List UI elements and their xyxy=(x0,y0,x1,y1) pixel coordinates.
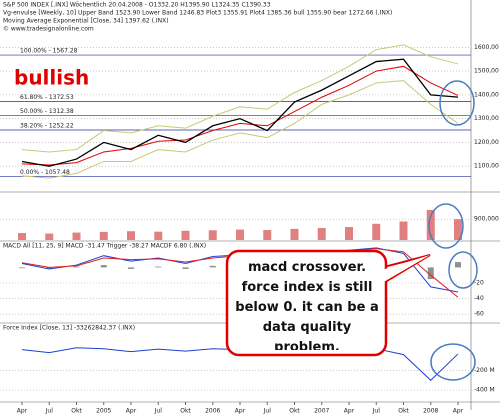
volume-bar xyxy=(317,227,326,240)
volume-bar xyxy=(426,209,435,240)
volume-bar xyxy=(208,230,217,240)
volume-bar xyxy=(345,227,353,240)
fib-label: 38.20% - 1252.22 xyxy=(20,123,74,130)
y-tick-label: -40 xyxy=(474,295,484,302)
volume-bar xyxy=(181,230,190,240)
x-tick-label: Okt xyxy=(180,408,191,415)
x-tick-label: 2006 xyxy=(205,408,220,415)
volume-bar xyxy=(290,228,299,240)
histogram-bar xyxy=(128,267,134,269)
bullish-annotation: bullish xyxy=(14,66,89,90)
histogram-bar xyxy=(209,265,216,268)
y-tick-label: 1300,00 xyxy=(474,115,499,122)
x-tick-label: Apr xyxy=(17,408,28,415)
header-line: Vg-envulse [Weekly, 10] Upper Band 1523.… xyxy=(3,10,392,17)
histogram-bar xyxy=(455,262,461,268)
x-tick-label: Apr xyxy=(453,408,464,415)
volume-bar xyxy=(236,229,244,240)
y-tick-label: 1400,00 xyxy=(474,91,499,98)
series-line xyxy=(21,65,459,166)
callout-pointer-fill xyxy=(382,255,430,283)
y-tick-label: 900,000 xyxy=(474,216,499,223)
fib-label: 0.00% - 1057.48 xyxy=(20,169,70,176)
x-tick-label: Jul xyxy=(154,408,163,415)
histogram-bar xyxy=(19,267,25,269)
fib-label: 100.00% - 1567.28 xyxy=(20,48,78,55)
volume-bar xyxy=(454,219,462,240)
panel-title: MACD All [11, 25, 9] MACD -31.47 Trigger… xyxy=(3,243,206,250)
volume-bar xyxy=(127,231,135,240)
volume-bar xyxy=(399,221,408,240)
x-tick-label: Apr xyxy=(344,408,355,415)
header-line: Moving Average Exponential [Close, 34] 1… xyxy=(3,18,169,25)
x-tick-label: Jul xyxy=(372,408,381,415)
series-line xyxy=(21,58,459,167)
fib-label: 50.00% - 1312.38 xyxy=(20,108,74,115)
y-tick-label: -200 M xyxy=(474,367,495,374)
x-tick-label: Jul xyxy=(263,408,272,415)
volume-bar xyxy=(154,231,163,240)
histogram-bar xyxy=(427,267,434,280)
series-line xyxy=(21,80,459,179)
highlight-circle xyxy=(439,80,475,126)
y-tick-label: -20 xyxy=(474,280,484,287)
x-tick-label: Apr xyxy=(126,408,137,415)
highlight-circle xyxy=(448,251,478,289)
volume-bar xyxy=(263,230,272,240)
y-tick-label: 1200,00 xyxy=(474,139,499,146)
x-tick-label: Apr xyxy=(235,408,246,415)
highlight-circle xyxy=(430,343,476,381)
y-tick-label: -60 xyxy=(474,311,484,318)
series-line xyxy=(21,44,459,153)
volume-bar xyxy=(99,231,108,240)
y-tick-label: 1500,00 xyxy=(474,68,499,75)
histogram-bar xyxy=(182,267,189,269)
x-tick-label: 2005 xyxy=(96,408,111,415)
volume-bar xyxy=(45,233,54,240)
panel-title: Force Index [Close, 13] -33262842.37 (.I… xyxy=(3,325,135,332)
callout-text: macd crossover. force index is still bel… xyxy=(235,260,379,350)
x-tick-label: Jul xyxy=(45,408,54,415)
x-tick-label: Okt xyxy=(289,408,300,415)
histogram-bar xyxy=(73,266,80,268)
header-line: © www.tradesignalonline.com xyxy=(3,26,94,33)
fib-label: 61.80% - 1372.53 xyxy=(20,94,74,101)
y-tick-label: 1600,00 xyxy=(474,44,499,51)
x-tick-label: 2008 xyxy=(423,408,438,415)
x-tick-label: 2007 xyxy=(314,408,329,415)
x-tick-label: Okt xyxy=(71,408,82,415)
callout-box xyxy=(225,249,388,357)
callout: macd crossover. force index is still bel… xyxy=(235,260,379,350)
header-line: S&P 500 INDEX [.INX] Wöchentlich 20.04.2… xyxy=(3,2,271,9)
volume-bar xyxy=(372,223,381,240)
y-tick-label: -400 M xyxy=(474,387,495,394)
volume-bar xyxy=(18,233,26,240)
y-tick-label: 1100,00 xyxy=(474,163,499,170)
x-tick-label: Okt xyxy=(398,408,409,415)
histogram-bar xyxy=(100,265,107,268)
highlight-circle xyxy=(428,203,464,249)
volume-bar xyxy=(72,232,81,240)
histogram-bar xyxy=(46,267,53,269)
histogram-bar xyxy=(155,266,162,268)
